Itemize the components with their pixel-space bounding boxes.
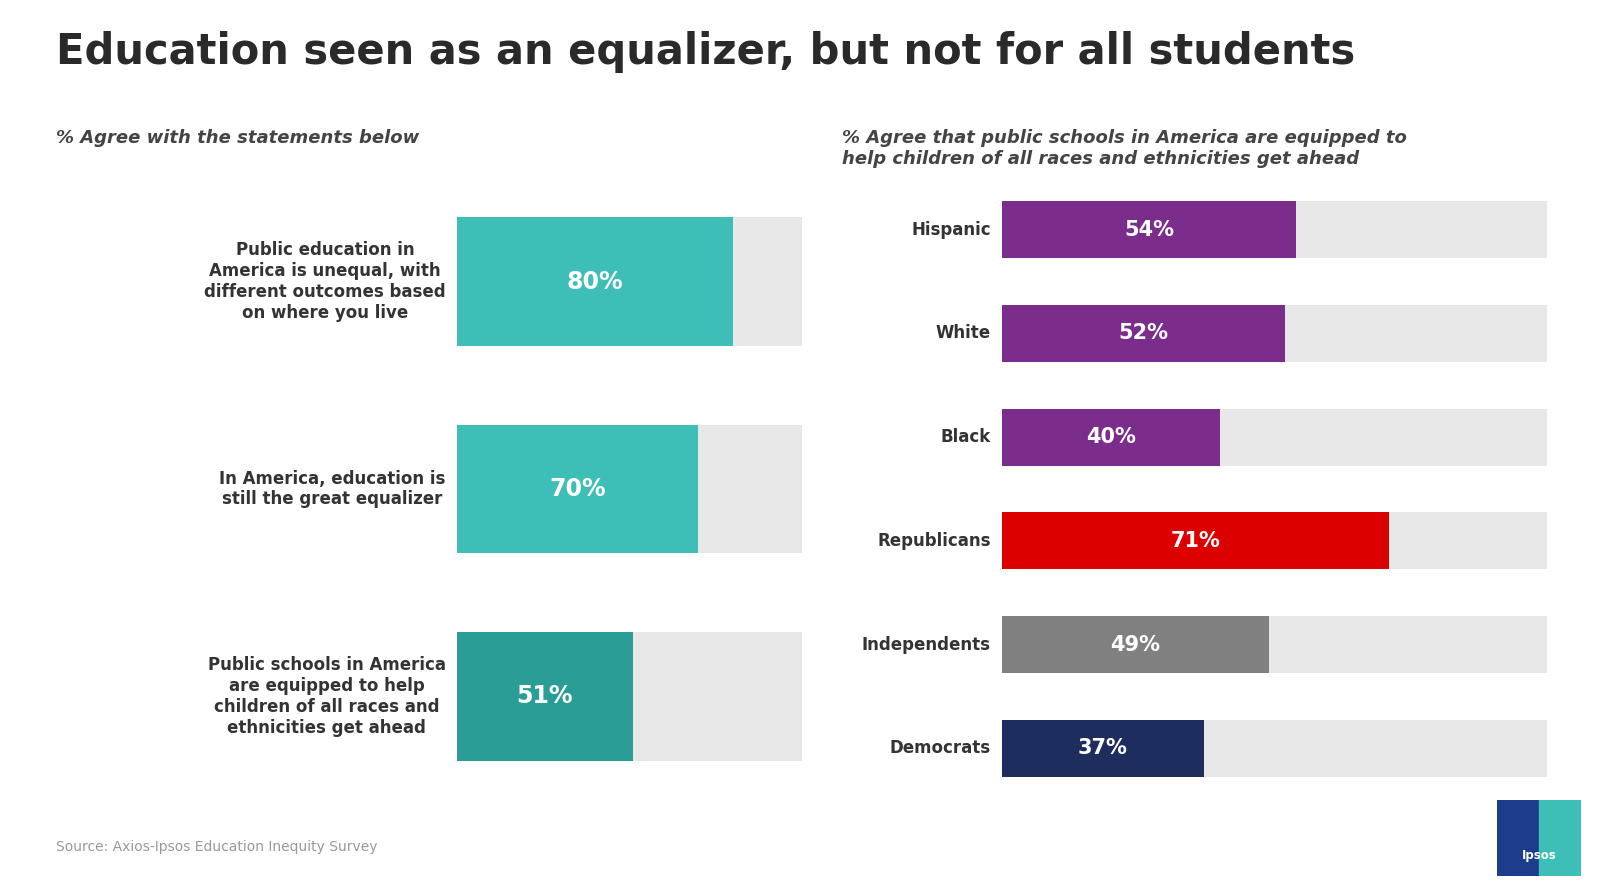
- Bar: [1002, 201, 1547, 258]
- Text: % Agree that public schools in America are equipped to
help children of all race: % Agree that public schools in America a…: [842, 129, 1406, 168]
- Text: Public education in
America is unequal, with
different outcomes based
on where y: Public education in America is unequal, …: [204, 241, 446, 322]
- Text: Republicans: Republicans: [877, 532, 991, 549]
- Bar: [1539, 800, 1581, 876]
- Bar: [457, 632, 802, 761]
- Bar: [457, 425, 802, 553]
- Text: Education seen as an equalizer, but not for all students: Education seen as an equalizer, but not …: [56, 31, 1356, 73]
- Text: 40%: 40%: [1085, 427, 1137, 447]
- Bar: [457, 217, 733, 346]
- Bar: [1002, 305, 1286, 362]
- Bar: [1002, 720, 1547, 777]
- Text: 37%: 37%: [1077, 738, 1127, 758]
- Text: Public schools in America
are equipped to help
children of all races and
ethnici: Public schools in America are equipped t…: [208, 656, 446, 737]
- Bar: [457, 217, 802, 346]
- Text: 71%: 71%: [1170, 531, 1220, 551]
- Text: % Agree with the statements below: % Agree with the statements below: [56, 129, 420, 147]
- Bar: [1002, 512, 1388, 569]
- Text: Ipsos: Ipsos: [1521, 849, 1557, 862]
- Text: 49%: 49%: [1111, 635, 1161, 654]
- Text: Source: Axios-Ipsos Education Inequity Survey: Source: Axios-Ipsos Education Inequity S…: [56, 840, 378, 854]
- Bar: [1002, 512, 1547, 569]
- Text: 54%: 54%: [1124, 220, 1173, 240]
- Text: In America, education is
still the great equalizer: In America, education is still the great…: [220, 469, 446, 509]
- Bar: [457, 632, 633, 761]
- Bar: [1002, 720, 1204, 777]
- Bar: [1002, 409, 1220, 466]
- Text: 80%: 80%: [566, 269, 624, 293]
- Text: Black: Black: [941, 428, 991, 446]
- Text: Hispanic: Hispanic: [911, 220, 991, 238]
- Bar: [1002, 201, 1297, 258]
- Bar: [1002, 616, 1547, 673]
- Bar: [1497, 800, 1539, 876]
- Text: Democrats: Democrats: [890, 740, 991, 757]
- Text: White: White: [936, 324, 991, 342]
- Bar: [457, 425, 699, 553]
- Text: 52%: 52%: [1119, 324, 1169, 343]
- Bar: [1002, 305, 1547, 362]
- Text: Independents: Independents: [862, 636, 991, 653]
- Bar: [1002, 616, 1270, 673]
- Bar: [1002, 409, 1547, 466]
- Text: 70%: 70%: [550, 477, 606, 501]
- Text: 51%: 51%: [516, 685, 572, 709]
